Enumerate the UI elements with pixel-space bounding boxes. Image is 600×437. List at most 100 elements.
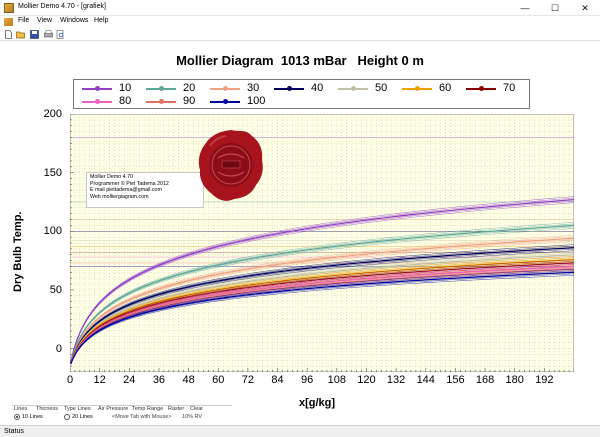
legend-marker-icon bbox=[95, 86, 100, 91]
x-tick-label: 36 bbox=[152, 374, 166, 386]
x-tick-label: 24 bbox=[123, 374, 136, 386]
legend-label: 100 bbox=[247, 95, 266, 107]
move-tab-hint: <Move Tab with Mouse> bbox=[112, 414, 172, 420]
legend-label: 80 bbox=[119, 95, 132, 107]
tab-clear[interactable]: Clear bbox=[190, 406, 204, 412]
series-line-40 bbox=[70, 245, 574, 364]
y-tick-label: 0 bbox=[55, 342, 62, 355]
wax-seal-icon bbox=[198, 130, 263, 201]
info-line-email: E mail piettadema@gmail.com bbox=[90, 187, 162, 193]
menu-file[interactable]: File bbox=[18, 17, 30, 24]
mollier-plot[interactable] bbox=[70, 114, 574, 372]
series-line-70 bbox=[70, 259, 574, 364]
y-tick-label: 50 bbox=[49, 283, 62, 296]
radio-10-lines-label: 10 Lines bbox=[22, 414, 43, 420]
legend-label: 90 bbox=[183, 95, 196, 107]
toolbar bbox=[0, 28, 600, 41]
radio-20-lines[interactable]: 20 Lines bbox=[64, 414, 93, 420]
legend-marker-icon bbox=[159, 99, 164, 104]
legend-label: 40 bbox=[311, 82, 324, 94]
x-tick-label: 192 bbox=[535, 374, 554, 386]
legend: 10 20 30 40 50 60 70 80 90 100 bbox=[73, 79, 530, 109]
radio-unchecked-icon bbox=[64, 414, 70, 420]
status-text: Status bbox=[4, 428, 24, 435]
x-tick-label: 144 bbox=[416, 374, 435, 386]
legend-marker-icon bbox=[223, 99, 228, 104]
legend-marker-icon bbox=[415, 86, 420, 91]
x-tick-label: 180 bbox=[505, 374, 524, 386]
x-tick-label: 132 bbox=[386, 374, 406, 386]
legend-label: 70 bbox=[503, 82, 516, 94]
series-line-20 bbox=[70, 222, 574, 363]
tab-type-lines[interactable]: Type Lines bbox=[64, 406, 91, 412]
info-line-app: Mollier Demo 4.70 bbox=[90, 174, 133, 180]
new-icon[interactable] bbox=[4, 30, 13, 39]
legend-marker-icon bbox=[159, 86, 164, 91]
title-bar[interactable]: Mollier Demo 4.70 - [grafiek] — ☐ ✕ bbox=[0, 0, 600, 16]
legend-marker-icon bbox=[287, 86, 292, 91]
series-line-10 bbox=[70, 196, 574, 363]
x-tick-label: 12 bbox=[93, 374, 106, 386]
legend-label: 30 bbox=[247, 82, 260, 94]
chart-title: Mollier Diagram 1013 mBar Height 0 m bbox=[176, 53, 424, 68]
x-tick-label: 168 bbox=[475, 374, 495, 386]
y-axis-title: Dry Bulb Temp. bbox=[12, 211, 24, 292]
series-line-90 bbox=[70, 265, 574, 364]
tab-temp-range[interactable]: Temp Range bbox=[132, 406, 164, 412]
app-icon[interactable] bbox=[4, 3, 14, 13]
series-line-50 bbox=[70, 254, 574, 364]
legend-label: 10 bbox=[119, 82, 132, 94]
info-box: Mollier Demo 4.70 Programmer © Piet Tade… bbox=[86, 172, 204, 208]
series-line-70 bbox=[70, 261, 574, 364]
series-line-40 bbox=[70, 244, 574, 364]
series-line-90 bbox=[70, 267, 574, 364]
menu-bar: File View Windows Help bbox=[0, 16, 600, 28]
tab-thicness[interactable]: Thicness bbox=[36, 406, 59, 412]
menu-view[interactable]: View bbox=[37, 17, 53, 24]
series-line-80 bbox=[70, 263, 574, 364]
status-bar: Status bbox=[0, 425, 600, 437]
info-line-web: Web molliergiagram.com bbox=[90, 193, 149, 200]
legend-marker-icon bbox=[479, 86, 484, 91]
close-button[interactable]: ✕ bbox=[581, 3, 589, 13]
x-tick-label: 0 bbox=[66, 374, 74, 386]
save-icon[interactable] bbox=[30, 30, 39, 39]
menu-windows[interactable]: Windows bbox=[60, 17, 89, 24]
x-tick-label: 108 bbox=[327, 374, 346, 386]
open-icon[interactable] bbox=[16, 30, 25, 39]
x-tick-label: 60 bbox=[212, 374, 225, 386]
x-tick-label: 120 bbox=[357, 374, 376, 386]
legend-label: 20 bbox=[183, 82, 196, 94]
legend-marker-icon bbox=[95, 99, 100, 104]
series-line-50 bbox=[70, 252, 574, 364]
y-tick-label: 100 bbox=[43, 225, 62, 238]
print-preview-icon[interactable] bbox=[56, 30, 65, 39]
menu-help[interactable]: Help bbox=[94, 17, 109, 24]
rh-label: 10% RV bbox=[182, 414, 203, 420]
legend-marker-icon bbox=[223, 86, 228, 91]
tab-lines[interactable]: Lines bbox=[14, 406, 28, 412]
minimize-button[interactable]: — bbox=[520, 3, 530, 13]
x-axis-title: x[g/kg] bbox=[299, 397, 336, 409]
tab-raster[interactable]: Raster bbox=[168, 406, 185, 412]
radio-10-lines[interactable]: 10 Lines bbox=[14, 414, 43, 420]
series-line-40 bbox=[70, 247, 574, 364]
mdi-child-icon[interactable] bbox=[4, 18, 13, 26]
print-icon[interactable] bbox=[44, 30, 53, 39]
x-tick-label: 96 bbox=[301, 374, 314, 386]
legend-marker-icon bbox=[351, 86, 356, 91]
y-tick-label: 150 bbox=[43, 166, 62, 179]
info-line-programmer: Programmer © Piet Tadema 2012 bbox=[90, 180, 169, 187]
series-line-60 bbox=[70, 256, 574, 364]
series-line-60 bbox=[70, 257, 574, 364]
series-line-100 bbox=[70, 275, 574, 365]
series-line-100 bbox=[70, 271, 574, 365]
x-tick-label: 84 bbox=[271, 374, 284, 386]
series-line-100 bbox=[70, 268, 574, 365]
tab-air-pressure[interactable]: Air Pressure bbox=[98, 406, 129, 412]
maximize-button[interactable]: ☐ bbox=[550, 3, 560, 13]
x-tick-label: 48 bbox=[182, 374, 195, 386]
series-line-30 bbox=[70, 236, 574, 364]
radio-checked-icon bbox=[14, 414, 20, 420]
legend-label: 50 bbox=[375, 82, 388, 94]
